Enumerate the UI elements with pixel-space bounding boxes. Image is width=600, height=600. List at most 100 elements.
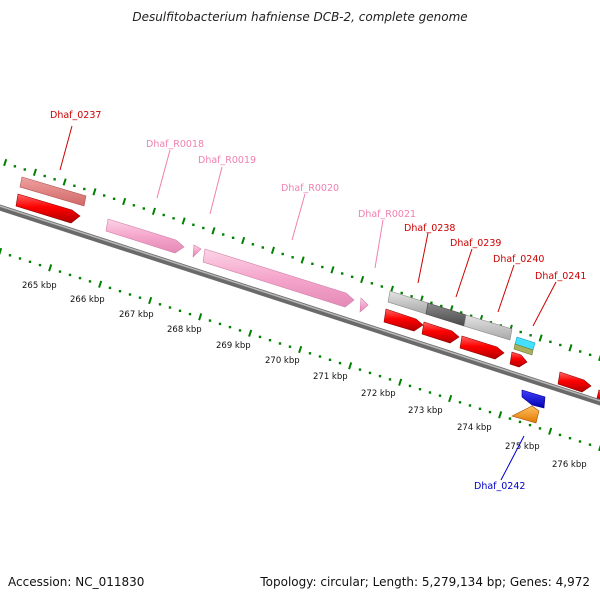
reverse-major-tick <box>248 329 253 337</box>
scale-label-272: 272 kbp <box>361 389 396 399</box>
reverse-minor-tick <box>118 290 122 293</box>
label-dhaf-0241[interactable]: Dhaf_0241 <box>535 271 586 282</box>
forward-minor-tick <box>370 282 374 285</box>
reverse-minor-tick <box>238 329 242 332</box>
reverse-feature-blue[interactable] <box>521 389 546 409</box>
forward-minor-tick <box>132 204 136 207</box>
forward-minor-tick <box>380 285 383 288</box>
scale-label-276: 276 kbp <box>552 460 587 470</box>
forward-minor-tick <box>192 223 195 226</box>
reverse-minor-tick <box>338 361 342 365</box>
forward-minor-tick <box>559 343 562 347</box>
cds-dhaf-0238[interactable] <box>383 308 424 332</box>
reverse-minor-tick <box>78 276 82 280</box>
reverse-major-tick <box>348 362 353 370</box>
forward-major-tick <box>538 334 543 342</box>
rna-dhaf-r0020[interactable] <box>202 248 355 308</box>
label-dhaf-r0019[interactable]: Dhaf_R0019 <box>198 155 256 166</box>
reverse-major-tick <box>598 443 600 452</box>
reverse-minor-tick <box>218 322 222 326</box>
forward-minor-tick <box>311 262 314 265</box>
forward-minor-tick <box>202 226 205 230</box>
reverse-minor-tick <box>228 325 232 329</box>
cds-offscreen-1[interactable] <box>557 371 592 393</box>
forward-major-tick <box>598 353 600 362</box>
reverse-minor-tick <box>58 270 62 273</box>
reverse-minor-tick <box>168 306 172 309</box>
forward-major-tick <box>151 207 156 215</box>
reverse-minor-tick <box>258 335 262 339</box>
scale-label-271: 271 kbp <box>313 372 348 382</box>
forward-minor-tick <box>529 334 532 337</box>
reverse-minor-tick <box>508 417 512 420</box>
map-title: Desulfitobacterium hafniense DCB-2, comp… <box>132 10 468 24</box>
reverse-minor-tick <box>18 257 22 260</box>
reverse-minor-tick <box>458 401 462 404</box>
topology-text: Topology: circular; Length: 5,279,134 bp… <box>260 575 590 589</box>
hit-block-pink <box>19 176 87 207</box>
reverse-minor-tick <box>468 404 472 407</box>
reverse-minor-tick <box>438 394 442 397</box>
label-dhaf-r0021[interactable]: Dhaf_R0021 <box>358 209 416 220</box>
forward-minor-tick <box>103 194 106 197</box>
label-dhaf-r0020[interactable]: Dhaf_R0020 <box>281 183 339 194</box>
reverse-major-tick <box>298 345 303 354</box>
forward-major-tick <box>181 217 186 225</box>
cds-dhaf-0239[interactable] <box>421 321 460 344</box>
forward-minor-tick <box>321 265 324 269</box>
reverse-minor-tick <box>208 319 212 322</box>
reverse-minor-tick <box>368 371 372 375</box>
forward-minor-tick <box>142 207 145 210</box>
forward-major-tick <box>3 158 8 167</box>
reverse-major-tick <box>0 247 3 256</box>
forward-minor-tick <box>112 197 116 200</box>
cds-dhaf-0237[interactable] <box>15 193 81 224</box>
forward-minor-tick <box>579 350 582 353</box>
forward-minor-tick <box>469 314 473 317</box>
reverse-minor-tick <box>408 384 412 388</box>
forward-minor-tick <box>73 184 76 187</box>
cds-offscreen-2[interactable] <box>596 389 600 400</box>
reverse-minor-tick <box>288 345 292 348</box>
reverse-minor-tick <box>558 433 562 437</box>
label-dhaf-0239[interactable]: Dhaf_0239 <box>450 238 501 249</box>
scale-label-273: 273 kbp <box>408 406 443 416</box>
cds-dhaf-0242[interactable] <box>511 405 540 424</box>
label-dhaf-0238[interactable]: Dhaf_0238 <box>404 223 455 234</box>
forward-major-tick <box>32 168 37 176</box>
rna-dhaf-r0019[interactable] <box>192 244 202 258</box>
label-dhaf-0240[interactable]: Dhaf_0240 <box>493 254 544 265</box>
label-dhaf-r0018[interactable]: Dhaf_R0018 <box>146 139 204 150</box>
cds-dhaf-0241[interactable] <box>509 351 528 368</box>
reverse-minor-tick <box>328 358 332 361</box>
forward-minor-tick <box>251 243 255 246</box>
rna-dhaf-r0018[interactable] <box>105 218 185 254</box>
reverse-features <box>511 389 546 424</box>
reverse-minor-tick <box>518 420 522 424</box>
forward-major-tick <box>270 246 275 254</box>
rna-dhaf-r0021[interactable] <box>359 297 369 313</box>
cds-dhaf-0240[interactable] <box>459 335 505 360</box>
reverse-minor-tick <box>188 312 192 316</box>
forward-minor-tick <box>83 187 86 191</box>
reverse-major-tick <box>398 378 403 386</box>
reverse-minor-tick <box>158 303 162 306</box>
hit-block-lightgray-2 <box>463 314 513 341</box>
forward-major-tick <box>92 188 97 196</box>
forward-minor-tick <box>231 236 235 239</box>
reverse-minor-tick <box>418 388 422 391</box>
forward-major-tick <box>62 178 67 186</box>
forward-minor-tick <box>162 213 165 217</box>
label-dhaf-0237[interactable]: Dhaf_0237 <box>50 110 101 121</box>
forward-major-tick <box>241 236 246 245</box>
reverse-major-tick <box>198 313 203 321</box>
scale-label-266: 266 kbp <box>70 295 105 305</box>
sequence-backbone <box>0 204 600 406</box>
reverse-major-tick <box>548 427 553 435</box>
label-dhaf-0242[interactable]: Dhaf_0242 <box>474 481 525 492</box>
reverse-minor-tick <box>578 440 582 443</box>
reverse-minor-tick <box>568 437 572 440</box>
reverse-minor-tick <box>178 309 182 312</box>
forward-major-tick <box>300 256 305 264</box>
